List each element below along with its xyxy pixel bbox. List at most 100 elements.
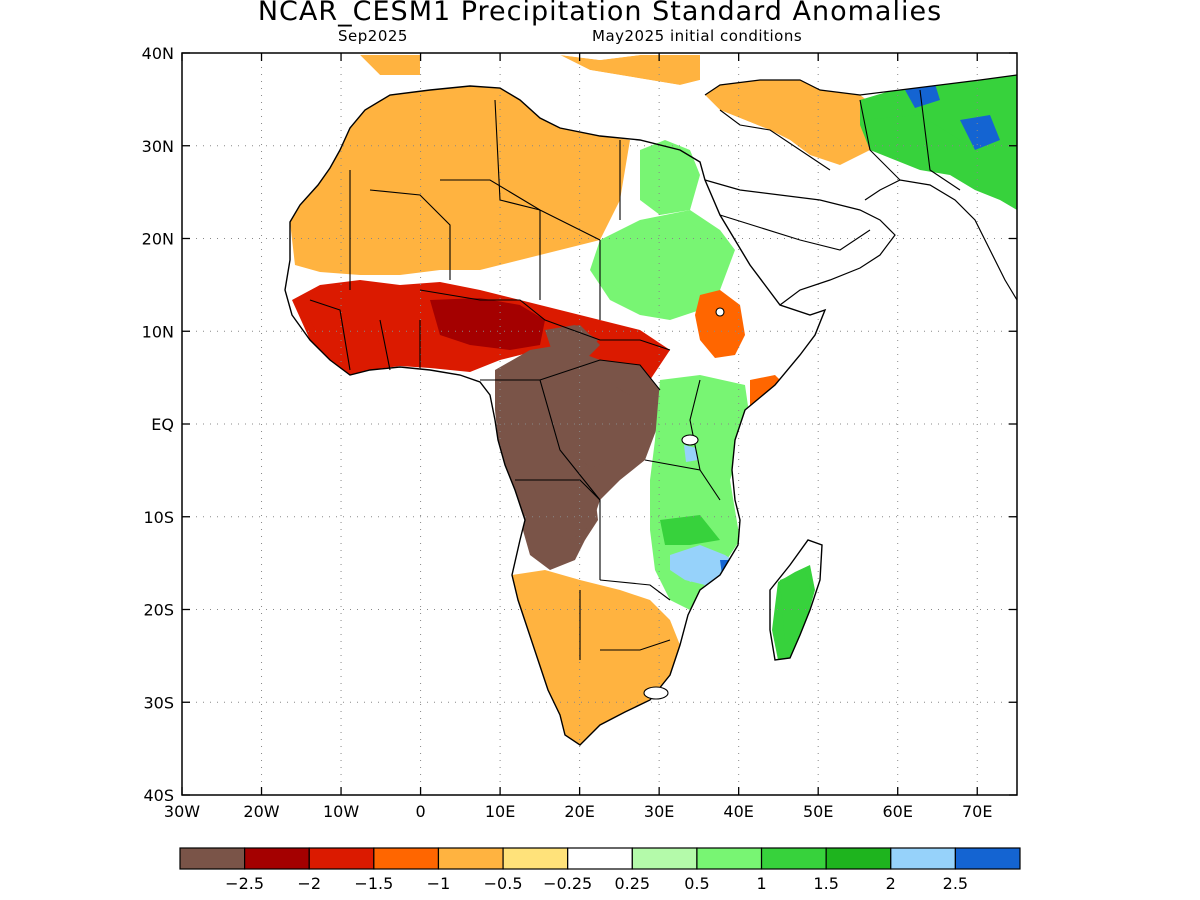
x-tick-label: 30W [164, 802, 200, 821]
y-axis-labels: 40N 30N 20N 10N EQ 10S 20S 30S 40S [142, 44, 174, 805]
colorbar-swatch [244, 847, 310, 870]
anomaly-core-0 [430, 298, 545, 350]
madagascar-coastline [769, 539, 823, 661]
colorbar-swatch [373, 847, 440, 870]
y-tick-label: 20N [142, 230, 174, 249]
colorbar-label: 0.25 [614, 874, 650, 893]
map-subtitle-init: May2025 initial conditions [592, 27, 803, 45]
x-tick-label: 40E [723, 802, 753, 821]
land-fill-group [285, 55, 1017, 745]
colorbar-label: 1.5 [813, 874, 838, 893]
border-line-1 [369, 189, 451, 280]
colorbar-swatch [308, 847, 375, 870]
border-line-11 [599, 579, 671, 601]
anomaly-region-7-0 [650, 375, 750, 610]
map-title: NCAR_CESM1 Precipitation Standard Anomal… [257, 0, 943, 27]
anomaly-core-1 [545, 325, 600, 360]
x-tick-label: 20E [564, 802, 594, 821]
colorbar-label: −2.5 [225, 874, 264, 893]
border-line-17 [379, 319, 391, 371]
colorbar: −2.5 −2 −1.5 −1 −0.5 −0.25 0.25 0.5 1 1.5 2 2.5 [179, 847, 1021, 893]
border-line-16 [309, 299, 351, 371]
colorbar-label: −0.25 [543, 874, 592, 893]
africa-coastline [284, 85, 827, 746]
persian-coast [864, 179, 1017, 301]
colorbar-swatch [179, 847, 246, 870]
anomaly-core-9 [720, 560, 740, 575]
lake-1 [681, 434, 699, 446]
anomaly-region-8-1 [684, 445, 698, 462]
colorbar-label: −2 [297, 874, 321, 893]
colorbar-label: 2 [886, 874, 896, 893]
axis-ticks [181, 52, 1017, 796]
colorbar-swatch [631, 847, 698, 870]
x-axis-labels: 30W 20W 10W 0 10E 20E 30E 40E 50E 60E 70E [164, 802, 993, 821]
border-line-21 [919, 89, 961, 191]
lake-0 [643, 686, 669, 700]
anomaly-core-11 [660, 515, 720, 545]
country-borders [284, 74, 1017, 746]
border-line-22 [719, 214, 871, 251]
asia-coast-north [704, 74, 1017, 96]
colorbar-swatch [954, 847, 1021, 870]
arabia-coast [704, 179, 896, 306]
y-tick-label: EQ [151, 415, 174, 434]
anomaly-region-4-3 [360, 55, 420, 75]
anomaly-region-5-1 [640, 140, 700, 215]
x-tick-label: 20W [243, 802, 279, 821]
border-line-3 [494, 99, 541, 211]
anomaly-region-6-1 [750, 375, 790, 415]
colorbar-swatch [437, 847, 504, 870]
colorbar-swatch [890, 847, 956, 870]
x-tick-label: 0 [415, 802, 425, 821]
y-tick-label: 30N [142, 137, 174, 156]
map-subtitle-month: Sep2025 [338, 27, 408, 45]
border-line-19 [719, 109, 831, 171]
anomaly-core-2 [565, 376, 632, 468]
border-line-7 [419, 289, 671, 351]
colorbar-label: −1 [427, 874, 451, 893]
colorbar-swatch [502, 847, 569, 870]
anomaly-region-7-1 [600, 215, 700, 290]
y-tick-label: 40N [142, 44, 174, 63]
border-line-2 [440, 179, 601, 241]
anomaly-core-7 [960, 115, 1000, 150]
y-tick-label: 10N [142, 322, 174, 341]
y-tick-label: 40S [143, 786, 174, 805]
y-tick-label: 30S [143, 693, 174, 712]
x-tick-label: 10W [323, 802, 359, 821]
border-line-15 [689, 379, 701, 471]
colorbar-label: 2.5 [943, 874, 968, 893]
colorbar-label: −0.5 [484, 874, 523, 893]
border-line-13 [600, 639, 671, 651]
x-tick-label: 60E [882, 802, 912, 821]
colorbar-label: 1 [756, 874, 766, 893]
colorbar-swatch [567, 847, 633, 870]
anomaly-region-4-2 [560, 55, 700, 85]
border-line-8 [480, 359, 661, 391]
anomaly-core-3 [548, 487, 595, 540]
anomaly-fills [285, 55, 1017, 745]
colorbar-label: −1.5 [354, 874, 393, 893]
colorbar-swatch [760, 847, 827, 870]
lat-lon-grid [182, 53, 1017, 795]
y-tick-label: 20S [143, 601, 174, 620]
colorbar-swatch [825, 847, 892, 870]
anomaly-core-8 [675, 548, 712, 582]
x-tick-label: 70E [962, 802, 992, 821]
x-tick-label: 50E [803, 802, 833, 821]
colorbar-label: 0.5 [684, 874, 709, 893]
border-line-20 [859, 99, 901, 181]
lake-2 [715, 307, 725, 317]
colorbar-swatch [696, 847, 763, 870]
border-line-10 [515, 479, 601, 501]
anomaly-core-10 [860, 115, 960, 160]
y-tick-label: 10S [143, 508, 174, 527]
anomaly-core-6 [905, 84, 940, 108]
anomaly-core-5 [700, 300, 735, 352]
anomaly-region-4-1 [705, 80, 880, 165]
x-tick-label: 10E [485, 802, 515, 821]
border-line-9 [539, 379, 601, 580]
anomaly-core-12 [780, 570, 812, 645]
